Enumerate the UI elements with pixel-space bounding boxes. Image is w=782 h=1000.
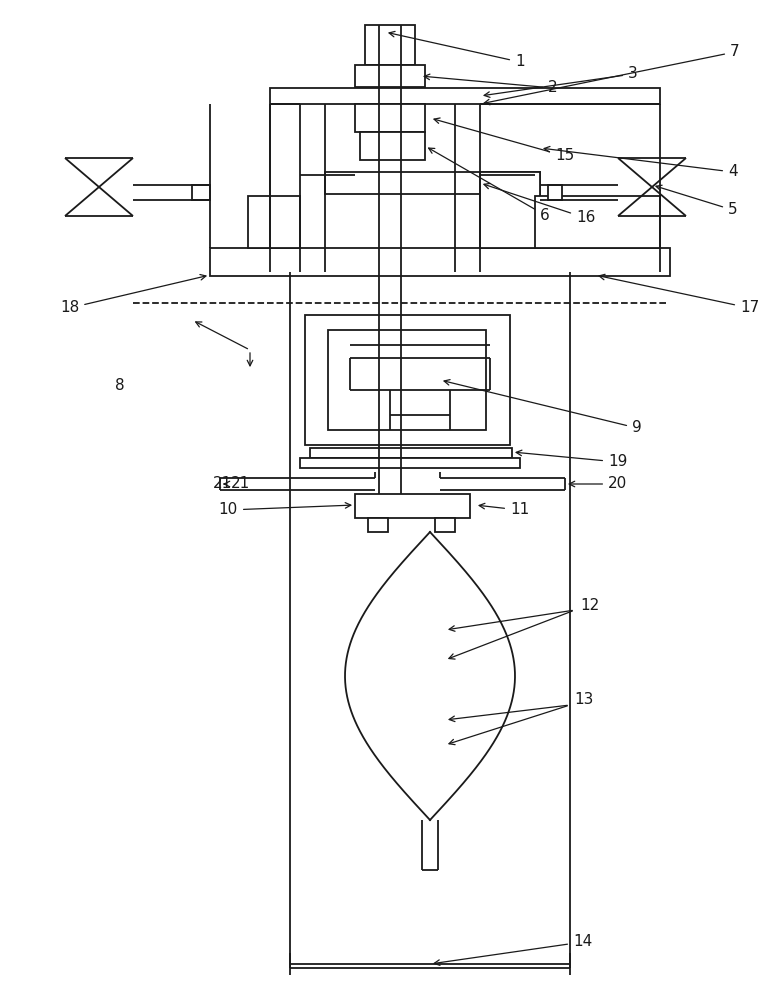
Bar xyxy=(328,330,486,430)
Bar xyxy=(535,196,660,248)
Text: 16: 16 xyxy=(484,183,595,226)
Text: 20: 20 xyxy=(569,477,627,491)
Bar xyxy=(365,25,415,65)
Text: 4: 4 xyxy=(544,146,737,180)
Text: 11: 11 xyxy=(479,502,529,518)
Text: 19: 19 xyxy=(516,450,627,470)
Bar xyxy=(368,518,388,532)
Text: 9: 9 xyxy=(444,380,642,436)
Bar xyxy=(192,185,210,200)
Bar xyxy=(360,132,425,160)
Bar xyxy=(300,458,520,468)
Text: 21: 21 xyxy=(224,477,250,491)
Bar xyxy=(210,248,670,276)
Bar xyxy=(355,494,470,518)
Text: 6: 6 xyxy=(429,148,550,223)
Text: 1: 1 xyxy=(389,31,525,70)
Bar xyxy=(548,185,562,200)
Text: 18: 18 xyxy=(60,275,206,316)
Text: 5: 5 xyxy=(656,185,737,218)
Text: 17: 17 xyxy=(599,274,759,316)
Text: 2: 2 xyxy=(424,74,558,96)
Bar xyxy=(480,172,540,248)
Text: 12: 12 xyxy=(580,597,599,612)
Bar xyxy=(248,196,300,248)
Text: 10: 10 xyxy=(219,502,351,518)
Bar xyxy=(355,65,425,87)
Text: 15: 15 xyxy=(434,118,574,163)
Text: 3: 3 xyxy=(484,66,638,97)
Bar xyxy=(310,448,512,458)
Bar xyxy=(325,172,540,194)
Bar xyxy=(305,315,510,445)
Bar xyxy=(435,518,455,532)
Bar xyxy=(270,88,660,104)
Bar xyxy=(355,104,425,132)
Text: 21: 21 xyxy=(213,477,232,491)
Text: 13: 13 xyxy=(574,692,594,708)
Text: 8: 8 xyxy=(115,377,124,392)
Text: 14: 14 xyxy=(434,934,592,965)
Text: 7: 7 xyxy=(484,44,740,105)
